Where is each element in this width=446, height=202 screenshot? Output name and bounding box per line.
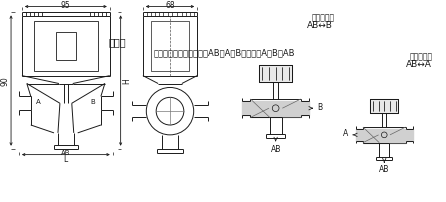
Bar (370, 99, 398, 113)
Text: B: B (318, 102, 323, 111)
Polygon shape (370, 99, 398, 113)
Text: 95: 95 (61, 1, 71, 9)
Text: 三通电动阀介质流向可从AB至A或B，也可从A或B至AB: 三通电动阀介质流向可从AB至A或B，也可从A或B至AB (153, 48, 295, 57)
Text: 驱动器向上: 驱动器向上 (311, 13, 334, 22)
Circle shape (381, 132, 387, 138)
Bar (56, 33, 76, 61)
Bar (259, 66, 293, 83)
Text: AB: AB (379, 165, 389, 174)
Text: AB↔B: AB↔B (307, 21, 333, 30)
Text: AB↔A: AB↔A (406, 60, 432, 69)
Text: B: B (91, 99, 95, 105)
Text: 68: 68 (165, 1, 175, 9)
Circle shape (273, 105, 279, 112)
Bar (370, 99, 398, 113)
Text: L: L (64, 154, 68, 163)
Bar (151, 22, 189, 71)
Bar (259, 66, 293, 83)
Bar (34, 22, 98, 71)
Polygon shape (356, 129, 413, 143)
Text: H: H (122, 78, 131, 84)
Text: AB: AB (61, 149, 70, 155)
Polygon shape (242, 102, 309, 118)
Text: 三通阀: 三通阀 (109, 37, 127, 47)
Text: 驱动器向下: 驱动器向下 (409, 52, 432, 61)
Text: 90: 90 (0, 76, 10, 86)
Text: A: A (36, 99, 41, 105)
Text: AB: AB (270, 144, 281, 153)
Text: A: A (343, 129, 348, 138)
Polygon shape (259, 66, 293, 83)
